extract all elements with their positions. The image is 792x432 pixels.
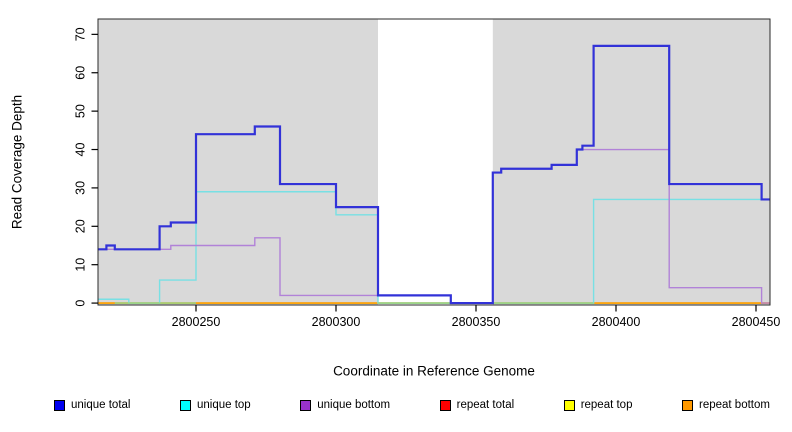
y-tick-label: 10 bbox=[74, 258, 88, 272]
legend-swatch-icon bbox=[54, 399, 65, 411]
y-tick-label: 60 bbox=[74, 66, 88, 80]
legend-swatch-icon bbox=[563, 399, 575, 411]
legend-item-unique-bottom: unique bottom bbox=[300, 399, 390, 411]
x-tick-label: 2800400 bbox=[592, 315, 641, 329]
legend: unique total unique top unique bottom repea… bbox=[54, 399, 770, 411]
legend-label: unique total bbox=[71, 399, 131, 411]
legend-item-repeat-bottom: repeat bottom bbox=[682, 399, 770, 411]
y-axis-title: Read Coverage Depth bbox=[9, 94, 25, 230]
legend-label: unique bottom bbox=[317, 399, 391, 411]
x-tick-label: 2800250 bbox=[172, 315, 221, 329]
legend-item-unique-total: unique total bbox=[54, 399, 130, 411]
y-tick-label: 70 bbox=[74, 27, 88, 41]
legend-swatch-icon bbox=[300, 399, 312, 411]
legend-swatch-icon bbox=[439, 399, 451, 411]
y-tick-label: 50 bbox=[74, 104, 88, 118]
legend-swatch-icon bbox=[682, 399, 693, 411]
y-tick-label: 0 bbox=[74, 300, 88, 307]
legend-label: repeat bottom bbox=[699, 399, 770, 411]
legend-label: repeat top bbox=[580, 399, 633, 411]
plot-border bbox=[97, 18, 771, 306]
no-coverage-gap-band bbox=[378, 19, 493, 305]
x-tick-label: 2800350 bbox=[452, 315, 501, 329]
legend-swatch-icon bbox=[179, 399, 191, 411]
series-line-unique-total bbox=[98, 44, 770, 305]
legend-item-repeat-total: repeat total bbox=[439, 399, 515, 411]
legend-label: unique top bbox=[196, 399, 251, 411]
y-tick-label: 30 bbox=[74, 181, 88, 195]
legend-item-repeat-top: repeat top bbox=[563, 399, 633, 411]
y-tick-label: 40 bbox=[74, 143, 88, 157]
legend-item-unique-top: unique top bbox=[179, 399, 251, 411]
x-axis-title: Coordinate in Reference Genome bbox=[333, 363, 535, 379]
x-tick-label: 2800450 bbox=[732, 315, 781, 329]
legend-label: repeat total bbox=[456, 399, 515, 411]
y-tick-label: 20 bbox=[74, 219, 88, 233]
x-tick-label: 2800300 bbox=[312, 315, 361, 329]
